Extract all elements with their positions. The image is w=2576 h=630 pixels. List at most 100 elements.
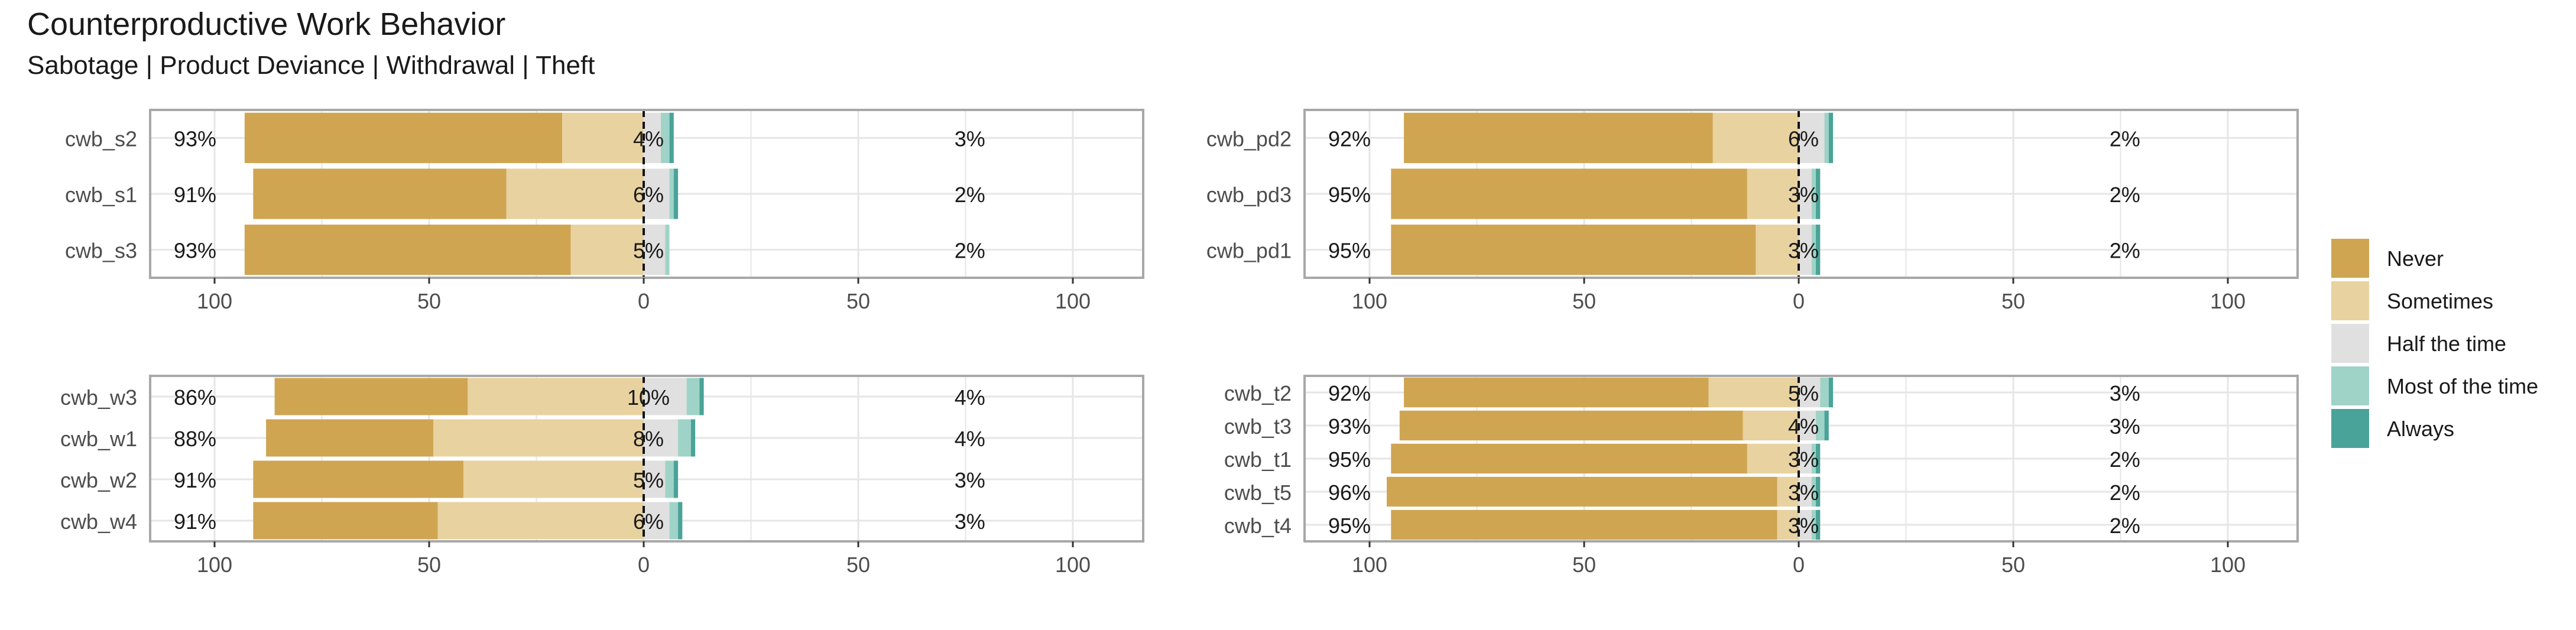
bar-never (274, 378, 468, 415)
legend-label: Half the time (2387, 332, 2506, 356)
category-label: cwb_s3 (65, 239, 137, 263)
left-percent-label: 92% (1328, 126, 1371, 151)
panel-border (149, 375, 1144, 543)
bar-never (1399, 410, 1743, 441)
bar-sometimes (437, 502, 644, 540)
x-tick-label: 50 (1572, 289, 1596, 313)
bar-most-of-the-time (669, 168, 674, 219)
x-tick-label: 50 (1572, 553, 1596, 577)
x-tick-label: 100 (1352, 553, 1387, 577)
bar-most-of-the-time (1811, 443, 1816, 474)
right-percent-label: 2% (955, 239, 985, 263)
category-label: cwb_t2 (1224, 381, 1292, 405)
category-label: cwb_pd3 (1206, 183, 1292, 207)
bar-most-of-the-time (686, 378, 700, 415)
center-percent-label: 3% (1788, 239, 1819, 263)
bar-never (244, 225, 571, 275)
bar-half-the-time (644, 419, 679, 457)
bar-never (244, 112, 563, 163)
bar-sometimes (468, 378, 644, 415)
bar-most-of-the-time (1811, 476, 1816, 507)
center-percent-label: 3% (1788, 183, 1819, 207)
center-percent-label: 3% (1788, 480, 1819, 505)
panel-border (1303, 375, 2299, 543)
panel-border (149, 109, 1144, 279)
bar-never (253, 168, 507, 219)
bar-never (1404, 112, 1713, 163)
bar-sometimes (1777, 509, 1799, 540)
center-percent-label: 5% (633, 468, 664, 492)
left-percent-label: 95% (1328, 183, 1371, 207)
category-label: cwb_s1 (65, 183, 137, 207)
x-tick-label: 100 (197, 553, 232, 577)
category-label: cwb_t4 (1224, 514, 1292, 538)
bar-never (1391, 168, 1747, 219)
category-label: cwb_w4 (60, 509, 137, 534)
bar-never (1404, 377, 1709, 408)
bar-most-of-the-time (1820, 377, 1829, 408)
bar-sometimes (1756, 225, 1799, 275)
bar-half-the-time (1799, 476, 1812, 507)
bar-never (1387, 476, 1777, 507)
x-tick-label: 0 (638, 553, 650, 577)
left-percent-label: 95% (1328, 514, 1371, 538)
x-tick-label: 50 (846, 553, 870, 577)
legend-key (2331, 366, 2369, 405)
center-percent-label: 8% (633, 427, 664, 451)
left-percent-label: 91% (174, 509, 216, 534)
center-percent-label: 10% (627, 385, 670, 410)
bar-always (1816, 476, 1821, 507)
bar-sometimes (1777, 476, 1799, 507)
center-percent-label: 6% (633, 509, 664, 534)
category-label: cwb_w2 (60, 468, 137, 492)
bar-always (690, 419, 696, 457)
bar-half-the-time (644, 112, 661, 163)
x-tick-label: 100 (1352, 289, 1387, 313)
chart-title: Counterproductive Work Behavior (27, 7, 506, 42)
right-percent-label: 2% (2110, 239, 2140, 263)
right-percent-label: 3% (955, 126, 985, 151)
bar-always (669, 112, 674, 163)
x-tick-label: 50 (2001, 289, 2025, 313)
legend-key (2331, 324, 2369, 363)
bar-sometimes (1747, 168, 1799, 219)
left-percent-label: 93% (174, 126, 216, 151)
left-percent-label: 91% (174, 183, 216, 207)
legend-key (2331, 239, 2369, 278)
bar-most-of-the-time (678, 419, 691, 457)
category-label: cwb_pd1 (1206, 239, 1292, 263)
bar-sometimes (506, 168, 644, 219)
right-percent-label: 4% (955, 385, 985, 410)
bar-always (1816, 168, 1821, 219)
bar-most-of-the-time (1811, 168, 1816, 219)
bar-most-of-the-time (1811, 509, 1816, 540)
center-percent-label: 5% (633, 239, 664, 263)
bar-always (673, 460, 679, 498)
bar-never (253, 502, 438, 540)
center-percent-label: 4% (633, 126, 664, 151)
bar-sometimes (1743, 410, 1799, 441)
panel-border (1303, 109, 2299, 279)
x-tick-label: 100 (197, 289, 232, 313)
bar-half-the-time (644, 168, 670, 219)
bar-always (1816, 225, 1821, 275)
center-percent-label: 6% (1788, 126, 1819, 151)
right-percent-label: 2% (2110, 514, 2140, 538)
right-percent-label: 3% (2110, 381, 2140, 405)
left-percent-label: 91% (174, 468, 216, 492)
bar-half-the-time (1799, 509, 1812, 540)
bar-most-of-the-time (1816, 410, 1825, 441)
bar-most-of-the-time (661, 112, 670, 163)
center-percent-label: 3% (1788, 514, 1819, 538)
x-tick-label: 50 (2001, 553, 2025, 577)
left-percent-label: 93% (1328, 414, 1371, 439)
bar-sometimes (1712, 112, 1799, 163)
bar-half-the-time (1799, 410, 1816, 441)
x-tick-label: 100 (2210, 289, 2246, 313)
bar-sometimes (1747, 443, 1799, 474)
right-percent-label: 2% (2110, 126, 2140, 151)
category-label: cwb_t1 (1224, 447, 1292, 472)
bar-sometimes (463, 460, 644, 498)
x-tick-label: 0 (638, 289, 650, 313)
